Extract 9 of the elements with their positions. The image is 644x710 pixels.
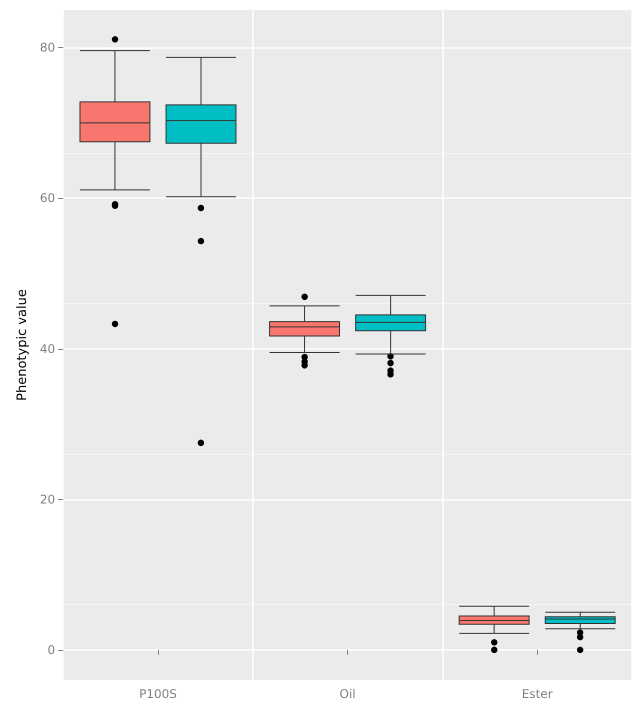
x-tick-label: P100S [139, 687, 177, 701]
y-tick-label: 80 [40, 40, 56, 55]
y-tick-label: 20 [40, 492, 56, 506]
y-axis-title: Phenotypic value [15, 289, 30, 401]
x-tick-label: Ester [522, 687, 553, 701]
y-tick-label: 0 [48, 642, 56, 657]
x-tick-label: Oil [340, 687, 356, 701]
y-tick-label: 40 [40, 342, 56, 356]
y-tick-label: 60 [40, 191, 56, 206]
